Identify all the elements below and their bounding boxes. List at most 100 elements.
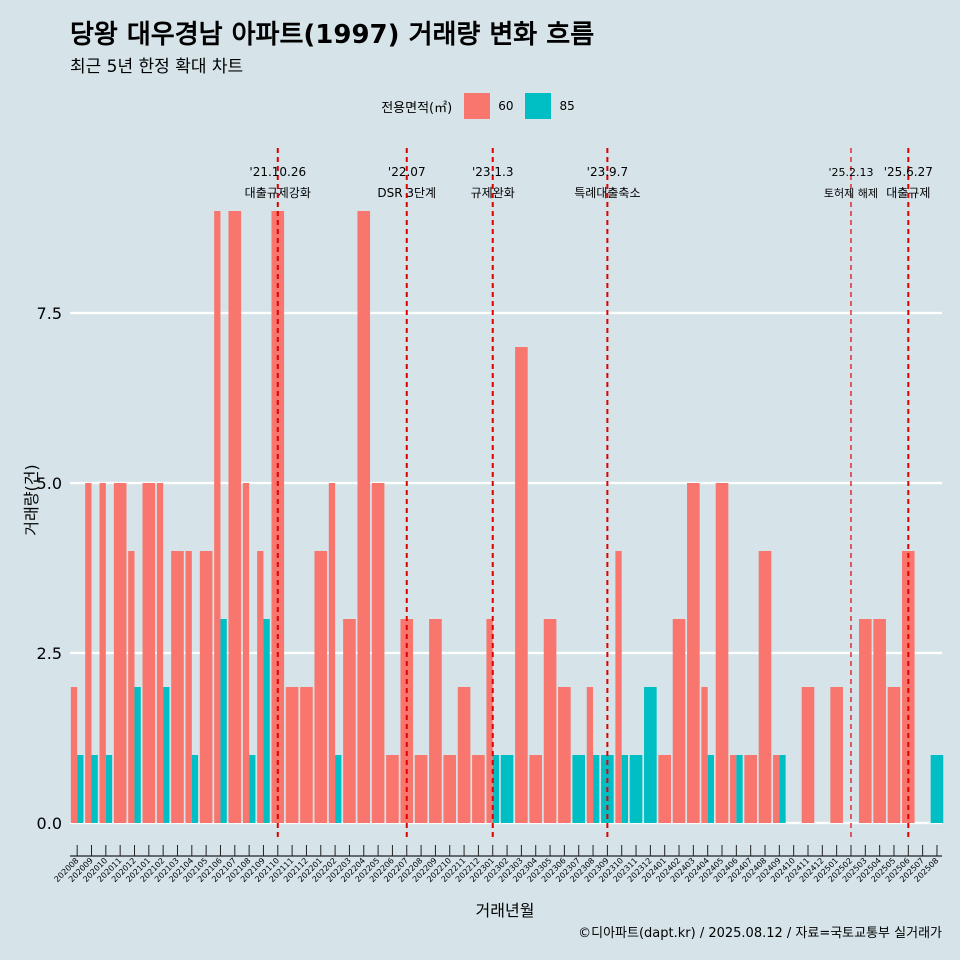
y-tick-label: 5.0 <box>37 474 62 493</box>
event-date: '25.2.13 <box>828 166 873 179</box>
bar-85 <box>707 755 714 823</box>
bar-60 <box>400 619 414 823</box>
y-axis-label: 거래량(건) <box>22 464 41 536</box>
bar-85 <box>105 755 113 823</box>
bar-60 <box>859 619 872 823</box>
y-tick-label: 0.0 <box>37 814 62 833</box>
bar-85 <box>77 755 84 823</box>
bar-60 <box>128 551 135 823</box>
source-caption: ©디아파트(dapt.kr) / 2025.08.12 / 자료=국토교통부 실… <box>578 926 942 941</box>
bar-60 <box>85 483 92 823</box>
bar-60 <box>457 687 471 823</box>
bar-85 <box>500 755 514 823</box>
bar-85 <box>629 755 643 823</box>
bar-85 <box>930 755 944 823</box>
bar-85 <box>779 755 786 823</box>
bar-60 <box>257 551 264 823</box>
bar-60 <box>386 755 399 823</box>
bar-60 <box>902 551 915 823</box>
bar-60 <box>228 211 242 823</box>
bar-60 <box>443 755 457 823</box>
bar-60 <box>242 483 250 823</box>
bar-60 <box>758 551 772 823</box>
bar-85 <box>249 755 256 823</box>
bar-85 <box>134 687 141 823</box>
bar-60 <box>515 347 528 823</box>
bar-60 <box>285 687 299 823</box>
bar-60 <box>830 687 843 823</box>
legend-swatch-85 <box>525 93 552 119</box>
chart-title: 당왕 대우경남 아파트(1997) 거래량 변화 흐름 <box>70 20 595 50</box>
event-label: 대출규제강화 <box>245 186 311 200</box>
x-axis-label: 거래년월 <box>475 901 535 920</box>
bar-60 <box>558 687 571 823</box>
bar-60 <box>887 687 901 823</box>
bar-60 <box>543 619 557 823</box>
event-label: 규제완화 <box>471 186 515 200</box>
bar-85 <box>163 687 170 823</box>
legend-label-60: 60 <box>498 99 514 113</box>
bar-85 <box>572 755 586 823</box>
bar-60 <box>672 619 686 823</box>
event-label: 대출규제 <box>886 186 930 200</box>
bar-60 <box>371 483 385 823</box>
bar-60 <box>658 755 671 823</box>
bar-60 <box>701 687 708 823</box>
bar-60 <box>773 755 780 823</box>
bar-85 <box>191 755 199 823</box>
bar-60 <box>113 483 127 823</box>
bar-60 <box>715 483 729 823</box>
bar-85 <box>91 755 98 823</box>
bar-60 <box>357 211 371 823</box>
event-date: '21.10.26 <box>249 165 306 179</box>
bar-60 <box>687 483 700 823</box>
bar-85 <box>736 755 743 823</box>
y-tick-label: 7.5 <box>37 304 62 323</box>
bar-60 <box>730 755 737 823</box>
bar-60 <box>185 551 192 823</box>
bar-85 <box>621 755 629 823</box>
event-date: '23.9.7 <box>587 165 628 179</box>
bar-85 <box>263 619 270 823</box>
bar-60 <box>142 483 156 823</box>
event-label: 특례대출축소 <box>574 186 640 200</box>
y-tick-label: 2.5 <box>37 644 62 663</box>
event-date: '23.1.3 <box>472 165 513 179</box>
bar-85 <box>335 755 342 823</box>
bar-60 <box>486 619 493 823</box>
bar-60 <box>70 687 78 823</box>
bar-60 <box>801 687 815 823</box>
bar-60 <box>156 483 164 823</box>
bar-60 <box>214 211 221 823</box>
bar-85 <box>492 755 500 823</box>
bar-60 <box>586 687 594 823</box>
event-date: '22.07 <box>388 165 426 179</box>
bar-60 <box>744 755 757 823</box>
bar-60 <box>472 755 485 823</box>
bar-60 <box>199 551 213 823</box>
bar-60 <box>300 687 313 823</box>
bar-60 <box>615 551 622 823</box>
event-label: 토허제 해제 <box>824 186 878 200</box>
event-date: '25.6.27 <box>884 165 933 179</box>
bar-60 <box>328 483 336 823</box>
bar-85 <box>220 619 227 823</box>
bar-85 <box>593 755 600 823</box>
bar-60 <box>314 551 328 823</box>
bar-60 <box>873 619 886 823</box>
legend-swatch-60 <box>464 93 491 119</box>
bar-60 <box>171 551 184 823</box>
bar-60 <box>99 483 106 823</box>
bar-60 <box>343 619 356 823</box>
bar-60 <box>529 755 543 823</box>
bar-60 <box>414 755 428 823</box>
bar-60 <box>429 619 442 823</box>
bar-85 <box>644 687 657 823</box>
legend: 전용면적(㎡) 60 85 <box>0 93 960 119</box>
legend-label-85: 85 <box>559 99 575 113</box>
chart-subtitle: 최근 5년 한정 확대 차트 <box>70 57 244 77</box>
event-label: DSR 3단계 <box>377 186 436 200</box>
legend-title: 전용면적(㎡) <box>381 100 453 116</box>
